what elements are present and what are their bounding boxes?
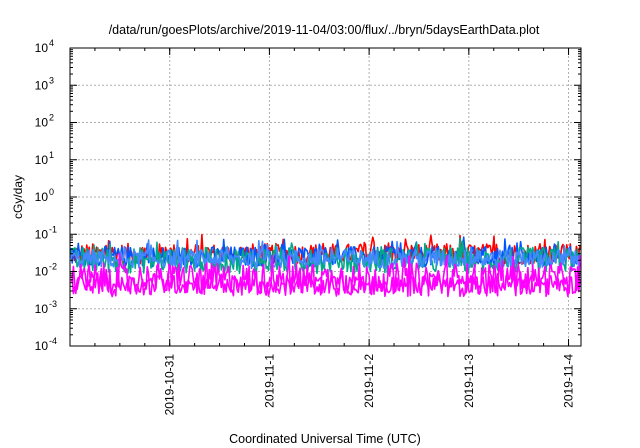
y-tick-label: 10 — [35, 153, 49, 167]
y-tick-label: 10 — [35, 190, 49, 204]
y-tick-exponent: -3 — [49, 299, 57, 309]
y-tick-label: 10 — [35, 78, 49, 92]
y-tick-exponent: -4 — [49, 336, 57, 346]
x-tick-label: 2019-11-4 — [562, 354, 576, 408]
y-tick-exponent: 4 — [49, 38, 54, 48]
x-tick-label: 2019-10-31 — [163, 354, 177, 416]
y-tick-label: 10 — [35, 116, 49, 130]
y-tick-exponent: -2 — [49, 262, 57, 272]
y-tick-exponent: -1 — [49, 224, 57, 234]
series-line — [70, 265, 581, 295]
y-tick-label: 10 — [35, 265, 49, 279]
chart-title: /data/run/goesPlots/archive/2019-11-04/0… — [109, 23, 540, 37]
x-axis: 2019-10-31 2019-11-1 2019-11-2 2019-11-3 201… — [69, 48, 576, 416]
y-tick-exponent: 3 — [49, 75, 54, 85]
y-tick-label: 10 — [35, 227, 49, 241]
y-tick-label: 10 — [35, 339, 49, 353]
y-tick-label: 10 — [35, 41, 49, 55]
x-tick-label: 2019-11-1 — [262, 354, 276, 408]
x-axis-label: Coordinated Universal Time (UTC) — [229, 432, 421, 446]
y-axis-label: cGy/day — [11, 175, 25, 219]
series-layer — [70, 233, 581, 298]
x-tick-label: 2019-11-3 — [462, 354, 476, 408]
grid-lines — [70, 48, 581, 346]
y-tick-label: 10 — [35, 302, 49, 316]
y-tick-exponent: 0 — [49, 187, 54, 197]
x-tick-label: 2019-11-2 — [362, 354, 376, 408]
y-tick-exponent: 2 — [49, 113, 54, 123]
series-line — [70, 239, 581, 269]
y-tick-exponent: 1 — [49, 150, 54, 160]
